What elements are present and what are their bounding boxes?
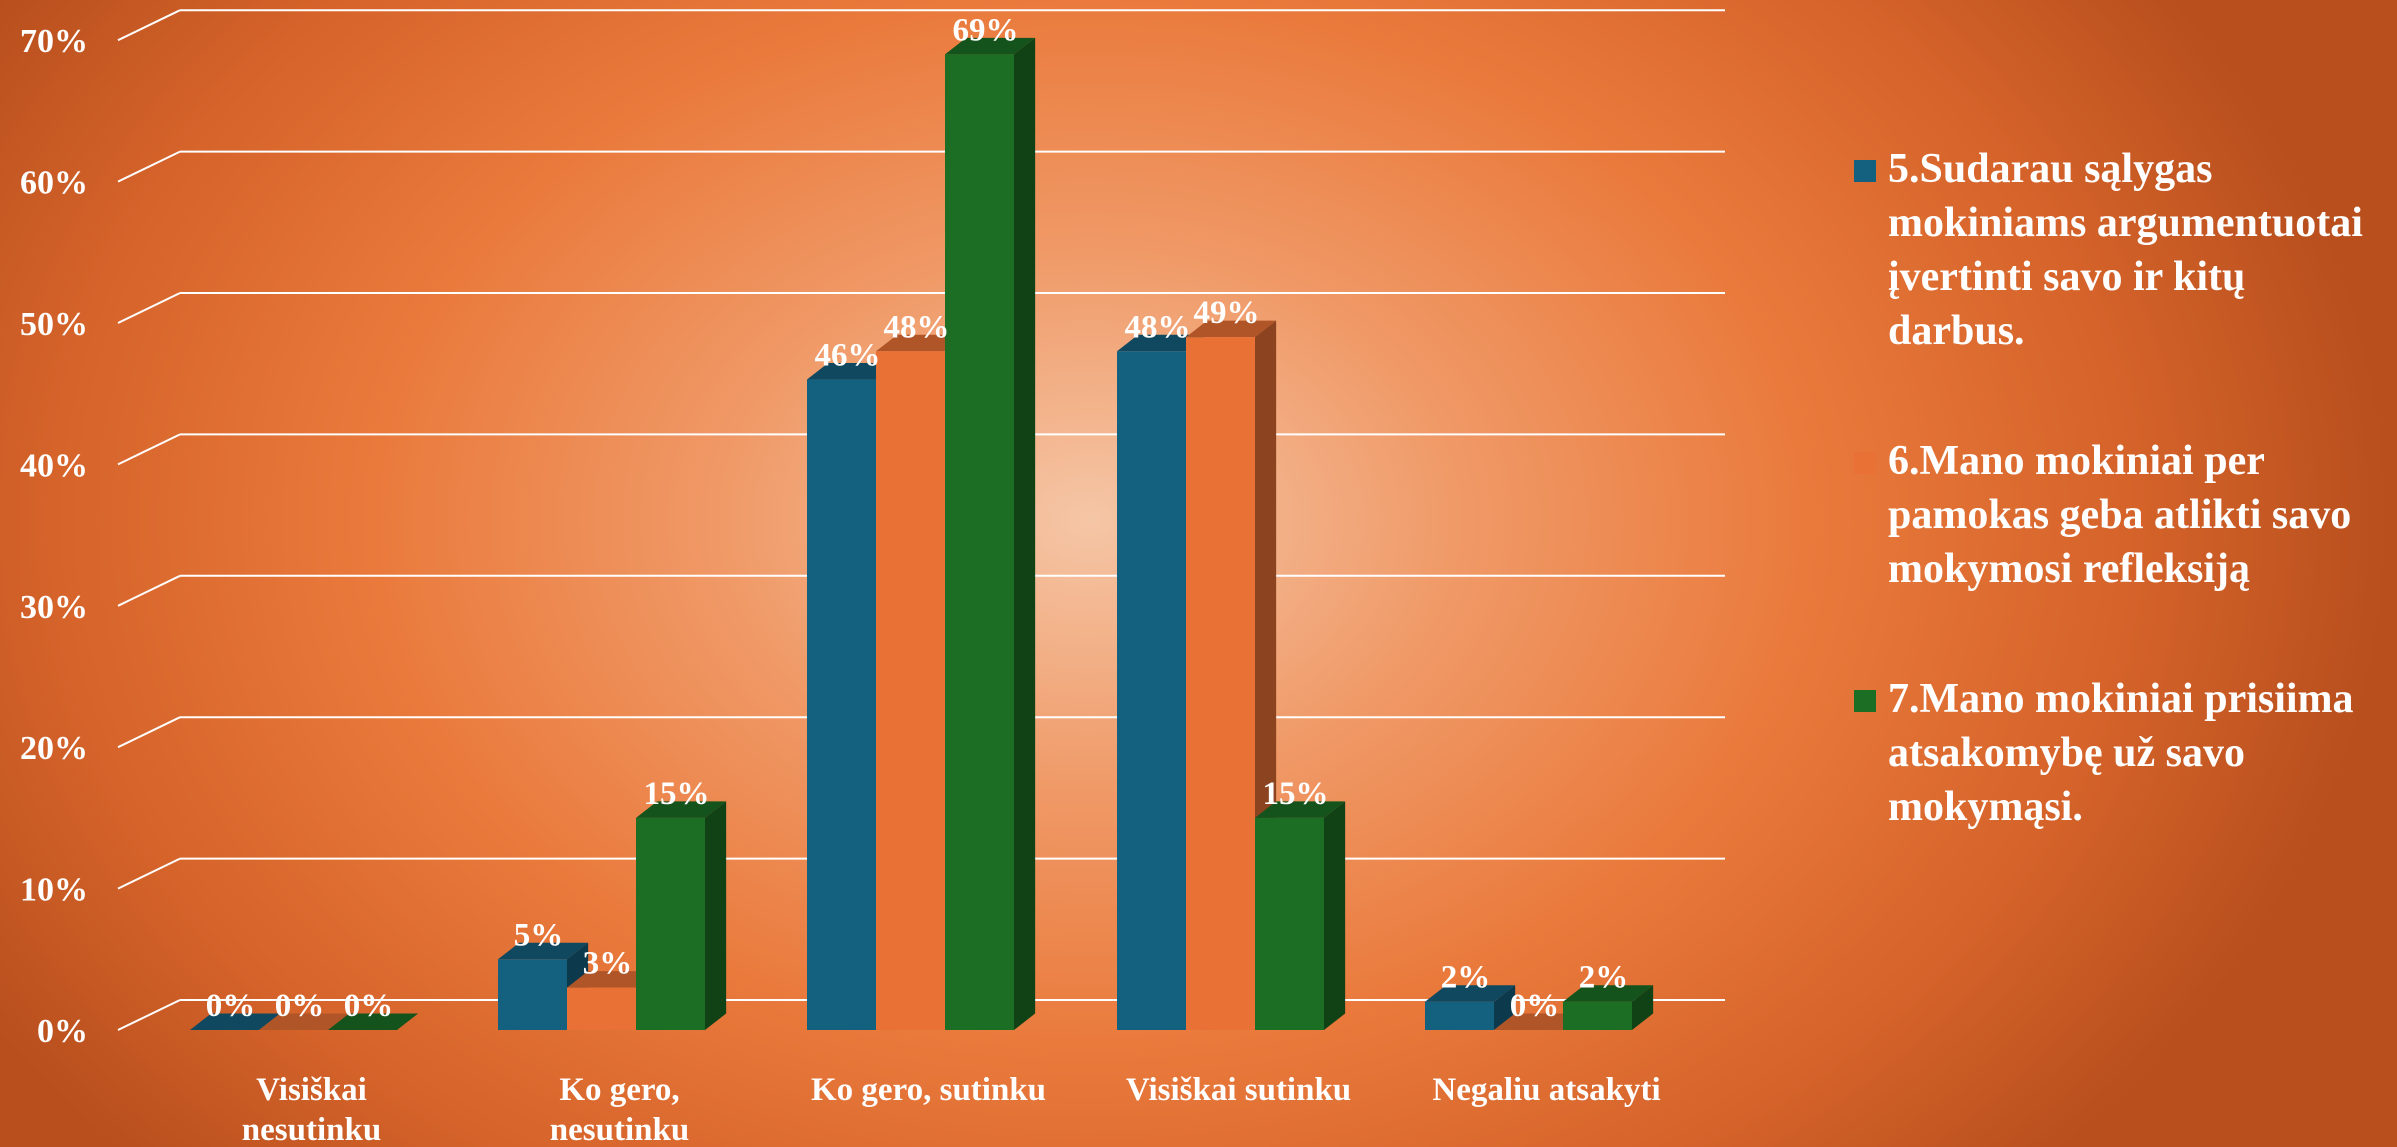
x-tick-label: Ko gero, sutinku <box>811 1072 1046 1108</box>
bar-top <box>1563 985 1654 1002</box>
data-label: 3% <box>583 946 633 982</box>
bar-top <box>1255 801 1346 818</box>
data-label: 2% <box>1579 960 1629 996</box>
bar-front <box>498 959 567 1030</box>
y-tick-label: 60% <box>20 165 88 202</box>
bar <box>945 37 1036 1030</box>
bar <box>1117 334 1208 1030</box>
bar-top <box>1186 320 1277 338</box>
y-tick-label: 20% <box>20 730 88 767</box>
y-tick-label: 40% <box>20 447 88 484</box>
bar-top <box>1117 334 1208 352</box>
bar <box>567 971 658 1030</box>
bar-top <box>807 363 898 380</box>
bar-top <box>190 1013 281 1030</box>
bar-front <box>1563 1001 1632 1030</box>
bar-front <box>636 817 705 1030</box>
bar-side <box>1014 37 1036 1030</box>
gridline-side <box>117 574 181 607</box>
data-label: 46% <box>815 338 881 374</box>
legend-swatch-series-6 <box>1854 452 1876 474</box>
bar-side <box>705 801 727 1030</box>
x-tick-label: nesutinku <box>550 1112 689 1147</box>
legend-swatch-series-7 <box>1854 690 1876 712</box>
bar-top <box>259 1013 350 1030</box>
x-tick-label: Visiškai <box>256 1072 367 1108</box>
bar <box>190 1013 281 1030</box>
data-label: 0% <box>206 988 256 1024</box>
y-tick-label: 30% <box>20 589 88 626</box>
data-label: 15% <box>644 776 710 812</box>
bar-side <box>1494 985 1516 1030</box>
gridline-side <box>117 292 181 324</box>
bar-top <box>636 801 727 818</box>
gridline-side <box>117 716 181 749</box>
x-axis: Visiškai nesutinku Ko gero, nesutinku Ko ger… <box>242 1072 1661 1147</box>
legend-label-series-7: 7.Mano mokiniai prisiima atsakomybę už s… <box>1888 676 2354 830</box>
bar-side <box>1324 801 1346 1030</box>
y-tick-label: 0% <box>37 1013 88 1050</box>
bar-front <box>807 379 876 1030</box>
bar-front <box>1117 351 1186 1030</box>
bar-side <box>1632 985 1654 1030</box>
bar-top <box>498 942 589 960</box>
bar-front <box>1425 1001 1494 1030</box>
legend-item-series-5: 5.Sudarau sąlygas mokiniams argumentuota… <box>1850 142 2390 358</box>
bar-top <box>876 334 967 352</box>
data-label: 2% <box>1441 960 1491 996</box>
gridline-side <box>117 150 181 183</box>
legend-label-series-5: 5.Sudarau sąlygas mokiniams argumentuota… <box>1888 146 2363 354</box>
x-tick-label: Visiškai sutinku <box>1126 1072 1351 1108</box>
gridline-side <box>117 433 181 466</box>
bar-top <box>945 37 1036 55</box>
gridline-side <box>117 999 181 1031</box>
bar <box>1186 320 1277 1030</box>
data-label: 0% <box>1510 988 1560 1024</box>
bar <box>328 1013 419 1030</box>
legend-label-series-6: 6.Mano mokiniai per pamokas geba atlikti… <box>1888 438 2352 592</box>
data-label: 0% <box>344 988 394 1024</box>
data-label: 0% <box>275 988 325 1024</box>
bar <box>1494 1013 1585 1030</box>
data-label: 5% <box>514 917 564 953</box>
bar-front <box>876 351 945 1030</box>
legend-item-series-7: 7.Mano mokiniai prisiima atsakomybę už s… <box>1850 672 2390 834</box>
data-labels: 0% 0% 0%5%3%15%46%48%69%48% 49%15%2%0%2% <box>206 12 1629 1024</box>
bar <box>259 1013 350 1030</box>
x-tick-label: Negaliu atsakyti <box>1432 1072 1660 1108</box>
y-axis: 0% 10% 20% 30% 40% 50% 60% 70% <box>20 23 88 1050</box>
bar-top <box>1494 1013 1585 1030</box>
data-label: 69% <box>953 12 1019 48</box>
data-label: 15% <box>1263 776 1329 812</box>
bar-top <box>1425 985 1516 1002</box>
gridline-side <box>117 9 181 42</box>
bar-front <box>567 987 636 1030</box>
x-tick-label: Ko gero, <box>559 1072 679 1108</box>
data-label: 48% <box>884 309 950 345</box>
legend-swatch-series-5 <box>1854 160 1876 182</box>
bar-top <box>328 1013 419 1030</box>
data-label: 49% <box>1194 295 1260 331</box>
bar <box>876 334 967 1030</box>
y-tick-label: 70% <box>20 23 88 60</box>
bar-top <box>567 971 658 988</box>
legend: 5.Sudarau sąlygas mokiniams argumentuota… <box>1850 142 2390 910</box>
bar <box>1425 985 1516 1030</box>
bar <box>1563 985 1654 1030</box>
y-tick-label: 10% <box>20 872 88 909</box>
bar <box>1255 801 1346 1030</box>
bar <box>636 801 727 1030</box>
x-tick-label: nesutinku <box>242 1112 381 1147</box>
bar-front <box>945 54 1014 1030</box>
bar-front <box>1255 817 1324 1030</box>
data-label: 48% <box>1125 309 1191 345</box>
gridline-side <box>117 857 181 890</box>
bars <box>190 37 1654 1030</box>
bar-front <box>1186 337 1255 1030</box>
y-tick-label: 50% <box>20 306 88 343</box>
bar <box>807 363 898 1030</box>
legend-item-series-6: 6.Mano mokiniai per pamokas geba atlikti… <box>1850 434 2390 596</box>
